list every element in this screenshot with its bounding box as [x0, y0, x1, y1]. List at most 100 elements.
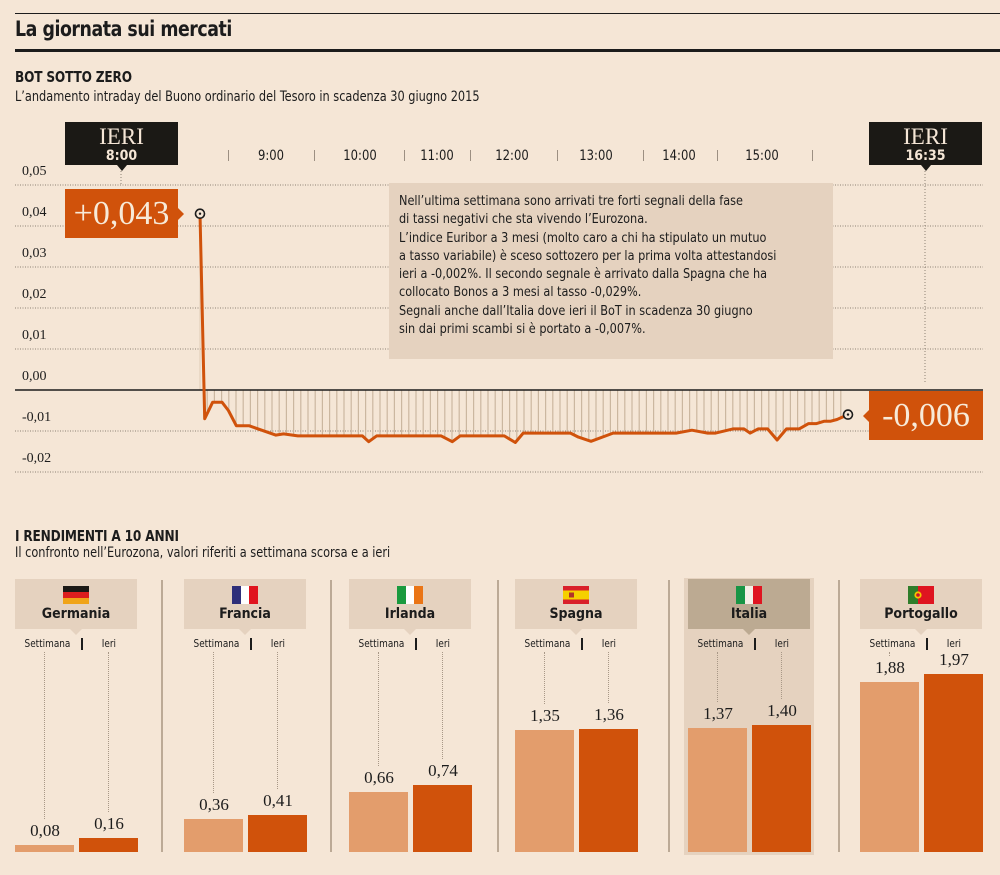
bar-ieri-spagna [579, 729, 638, 852]
bar-value-label: 0,66 [364, 768, 394, 788]
column-divider [161, 580, 163, 852]
country-header-portogallo: Portogallo [860, 579, 982, 629]
legend-separator [581, 638, 583, 650]
legend-ieri: Ieri [601, 637, 617, 650]
point-dot [846, 413, 850, 416]
bar-settimana-francia [184, 819, 243, 852]
y-tick-label: 0,03 [22, 246, 47, 261]
y-tick-label: -0,02 [22, 451, 51, 466]
header-pointer [70, 629, 82, 635]
bar-ieri-germania [79, 837, 138, 852]
country-header-spagna: Spagna [515, 579, 637, 629]
italy-flag-icon [736, 586, 762, 604]
note-line: di tassi negativi che sta vivendo l’Euro… [399, 211, 648, 228]
start-value-badge: +0,043 [65, 189, 184, 238]
legend-settimana: Settimana [524, 637, 571, 650]
hour-label: 9:00 [257, 148, 285, 164]
country-header-irlanda: Irlanda [349, 579, 471, 629]
bar-value-label: 1,97 [939, 649, 969, 669]
leader-line [213, 652, 214, 794]
country-header-germania: Germania [15, 579, 137, 629]
column-divider [668, 580, 670, 852]
y-tick-label: 0,00 [22, 369, 47, 384]
end-tag-label: IERI [903, 124, 948, 149]
hour-label: 15:00 [745, 148, 779, 164]
column-divider [497, 580, 499, 852]
country-header-francia: Francia [184, 579, 306, 629]
leader-line [108, 652, 109, 812]
legend-separator [250, 638, 252, 650]
y-axis-labels: 0,05 0,04 0,03 0,02 0,01 0,00 -0,01 -0,02 [22, 164, 51, 466]
note-line: Segnali anche dall’Italia dove ieri il B… [399, 302, 753, 319]
note-line: sin dai primi scambi si è portato a -0,0… [399, 321, 646, 338]
bar-settimana-irlanda [349, 792, 408, 852]
stem-lines [199, 217, 842, 442]
end-time-tag: IERI 16:35 [869, 122, 982, 171]
legend-ieri: Ieri [946, 637, 962, 650]
country-name: Portogallo [884, 606, 958, 622]
hour-label: 11:00 [420, 148, 454, 164]
bar-value-label: 0,08 [30, 820, 60, 840]
leader-line [44, 652, 45, 819]
bar-value-label: 1,36 [594, 705, 624, 725]
legend-settimana: Settimana [193, 637, 240, 650]
bar-value-label: 0,74 [428, 761, 458, 781]
header-pointer [404, 629, 416, 635]
column-divider [330, 580, 332, 852]
country-name: Francia [219, 606, 271, 622]
spain-flag-icon [563, 586, 589, 604]
country-name: Spagna [549, 606, 603, 622]
leader-line [717, 652, 718, 703]
portugal-flag-icon [908, 586, 934, 604]
bar-value-label: 0,16 [94, 813, 124, 833]
bar-settimana-italia [688, 728, 747, 852]
point-dot [198, 212, 202, 215]
y-tick-label: 0,02 [22, 287, 47, 302]
legend-ieri: Ieri [774, 637, 790, 650]
hour-tick [717, 150, 718, 161]
leader-line [442, 652, 443, 760]
leader-line [889, 652, 890, 657]
germany-flag-icon [63, 586, 89, 604]
note-line: a tasso variabile) è sceso sottozero per… [399, 247, 777, 264]
legend-settimana: Settimana [24, 637, 71, 650]
legend-separator [754, 638, 756, 650]
leader-line [544, 652, 545, 704]
start-time-tag: IERI 8:00 [65, 122, 178, 171]
column-divider [838, 580, 840, 852]
country-header-italia: Italia [688, 579, 810, 629]
country-name: Italia [730, 606, 768, 622]
hour-tick [314, 150, 315, 161]
hour-label: 14:00 [662, 148, 696, 164]
legend-ieri: Ieri [270, 637, 286, 650]
bar-ieri-irlanda [413, 785, 472, 852]
note-line: Nell’ultima settimana sono arrivati tre … [399, 193, 743, 209]
y-tick-label: -0,01 [22, 410, 51, 425]
hour-label: 10:00 [343, 148, 377, 164]
header-pointer [239, 629, 251, 635]
section-subtitle-yields: Il confronto nell’Eurozona, valori rifer… [15, 545, 391, 561]
hour-label: 13:00 [579, 148, 613, 164]
y-tick-label: 0,04 [22, 205, 47, 220]
hour-tick [812, 150, 813, 161]
legend-settimana: Settimana [358, 637, 405, 650]
hour-tick [470, 150, 471, 161]
section-title-bot: BOT SOTTO ZERO [15, 68, 132, 86]
section-subtitle-bot: L’andamento intraday del Buono ordinario… [15, 89, 480, 105]
legend-separator [81, 638, 83, 650]
leader-line [608, 652, 609, 704]
header-pointer [570, 629, 582, 635]
annotation-note: Nell’ultima settimana sono arrivati tre … [389, 183, 833, 359]
bar-value-label: 0,41 [263, 790, 293, 810]
bar-ieri-italia [752, 725, 811, 852]
top-rule [15, 13, 1000, 14]
hour-label: 12:00 [495, 148, 529, 164]
note-line: ieri a -0,002%. Il secondo segnale è arr… [399, 266, 768, 283]
bar-settimana-spagna [515, 729, 574, 852]
hour-tick [228, 150, 229, 161]
header-pointer [743, 629, 755, 635]
bar-value-label: 1,35 [530, 705, 560, 725]
legend-ieri: Ieri [101, 637, 117, 650]
end-tag-time: 16:35 [905, 148, 946, 164]
hour-tick [404, 150, 405, 161]
